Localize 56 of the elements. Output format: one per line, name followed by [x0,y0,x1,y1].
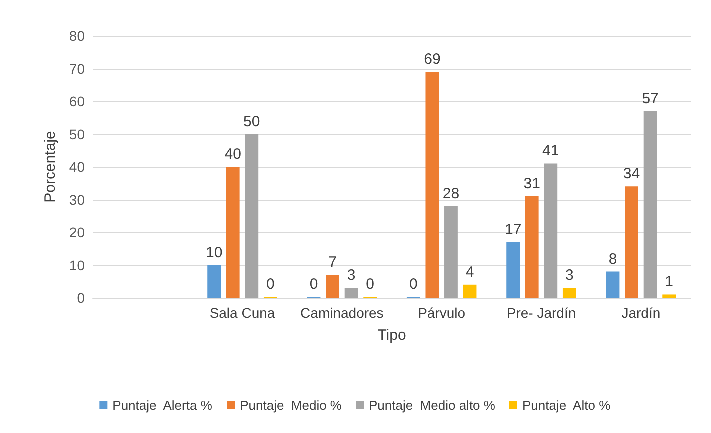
data-label: 4 [466,264,474,281]
bar [506,242,520,298]
y-tick-label: 0 [77,290,86,306]
bar [606,272,620,298]
data-label: 41 [542,142,560,160]
data-label: 57 [642,90,659,108]
x-tick-label: Párvulo [418,305,466,321]
bar [426,72,440,298]
data-label: 28 [442,185,460,202]
data-label: 31 [524,175,540,192]
bar [208,265,222,298]
bar [562,288,576,298]
data-label: 40 [224,146,242,163]
data-label: 8 [608,250,618,268]
x-axis-title: Tipo [378,327,406,344]
bar [644,111,658,298]
data-label: 3 [347,267,356,284]
x-tick-label: Caminadores [300,305,384,321]
bar [226,167,240,298]
y-tick-label: 50 [69,126,86,142]
data-label: 1 [665,274,674,291]
x-tick-label: Sala Cuna [210,305,276,321]
data-label: 34 [623,166,640,183]
y-tick-label: 60 [69,94,86,110]
y-axis-title: Porcentaje [42,131,59,203]
y-tick-label: 40 [69,159,86,175]
legend-label: Puntaje Medio alto % [368,398,496,413]
data-label: 0 [409,276,418,293]
bar [662,294,676,298]
bar [245,134,259,298]
y-tick-label: 80 [69,28,86,44]
data-label: 17 [504,221,522,238]
data-label: 3 [566,267,574,284]
data-label: 0 [310,276,318,293]
bar [525,196,539,298]
data-label: 7 [328,254,337,272]
legend-label: Puntaje Medio % [240,398,342,413]
bar [625,186,638,298]
x-tick-label: Jardín [622,305,661,321]
x-tick-label: Pre- Jardín [506,305,576,321]
y-tick-label: 10 [69,257,86,274]
data-label: 10 [206,244,223,262]
bar [326,275,340,298]
legend-label: Puntaje Alerta % [112,398,213,413]
legend-label: Puntaje Alto % [522,398,612,413]
bar [444,206,458,298]
data-label: 69 [424,51,441,68]
y-tick-label: 70 [69,60,86,77]
data-label: 0 [266,276,275,293]
data-label: 0 [366,276,375,293]
bar [544,164,558,298]
y-tick-label: 30 [69,192,86,208]
bar [463,284,477,298]
bar [344,288,358,298]
data-label: 50 [244,113,260,130]
y-tick-label: 20 [69,224,86,240]
